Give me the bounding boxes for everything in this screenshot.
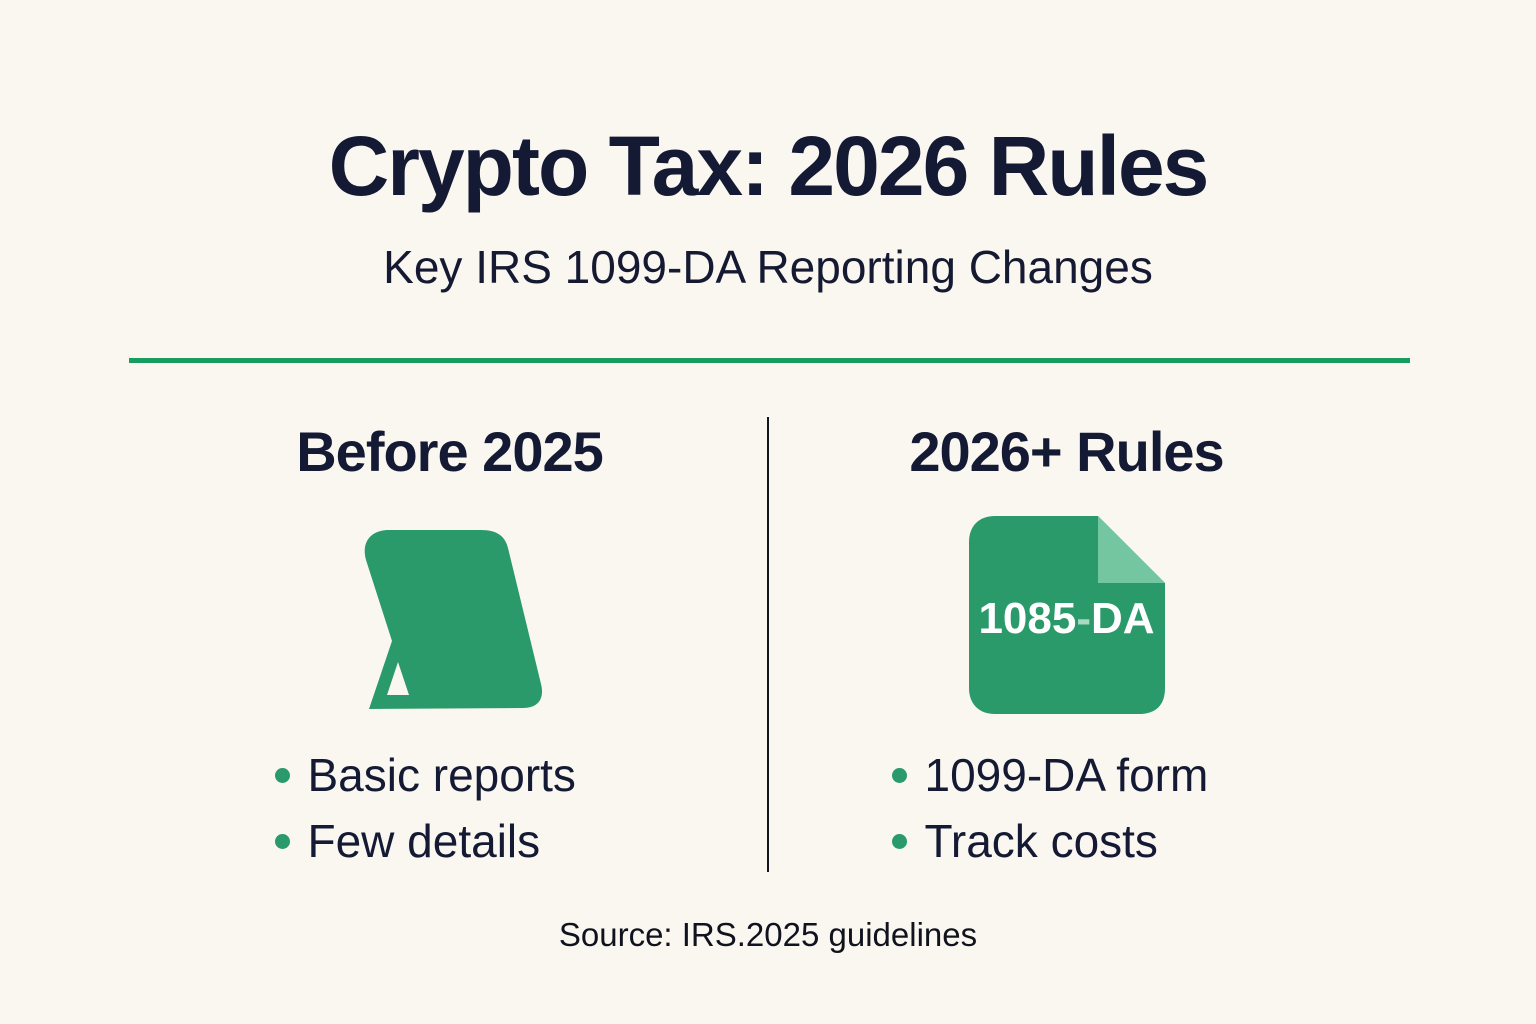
- bullet-text: Basic reports: [307, 749, 576, 801]
- list-item: 1099-DA form: [891, 742, 1242, 808]
- list-item: Track costs: [891, 808, 1242, 874]
- list-item: Basic reports: [274, 742, 625, 808]
- folded-report-icon: [355, 516, 545, 716]
- bullet-text: Track costs: [924, 815, 1158, 867]
- horizontal-divider: [129, 358, 1410, 363]
- before-2025-bullet-list: Basic reports Few details: [274, 742, 625, 874]
- dot-icon: [274, 767, 290, 783]
- document-file-icon: 1085-DA: [968, 516, 1165, 714]
- page-subtitle: Key IRS 1099-DA Reporting Changes: [383, 241, 1153, 293]
- dot-icon: [274, 833, 290, 849]
- bullet-text: Few details: [307, 815, 541, 867]
- page-title: Crypto Tax: 2026 Rules: [328, 119, 1210, 213]
- column-2026-rules: 2026+ Rules 1085-DA 1099-DA form Track c…: [683, 424, 1450, 874]
- dot-icon: [891, 833, 907, 849]
- source-note: Source: IRS.2025 guidelines: [558, 916, 978, 953]
- column-heading-before-2025: Before 2025: [296, 420, 604, 483]
- document-form-label: 1085-DA: [978, 594, 1155, 643]
- column-heading-2026-rules: 2026+ Rules: [909, 420, 1224, 483]
- rules-2026-bullet-list: 1099-DA form Track costs: [891, 742, 1242, 874]
- list-item: Few details: [274, 808, 625, 874]
- dot-icon: [891, 767, 907, 783]
- bullet-text: 1099-DA form: [924, 749, 1209, 801]
- column-before-2025: Before 2025 Basic reports Few details: [66, 424, 833, 874]
- vertical-divider: [767, 417, 769, 872]
- form-label-dash: -: [1076, 594, 1091, 643]
- document-icon-box: 1085-DA: [968, 516, 1165, 716]
